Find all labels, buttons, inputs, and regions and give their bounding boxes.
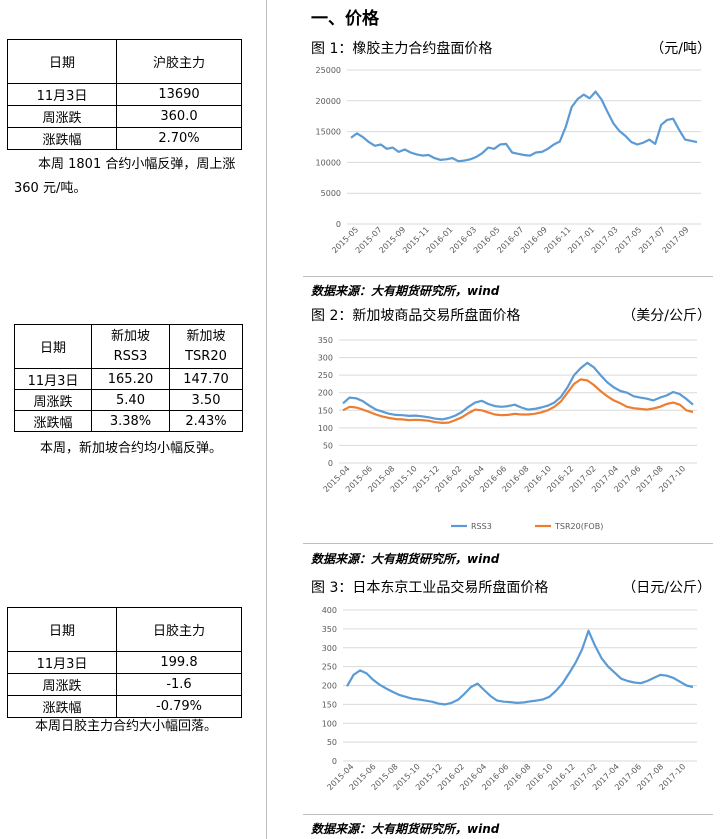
header-line: 新加坡 (110, 328, 150, 344)
table-cell: 3.50 (169, 389, 243, 411)
table-cell: 2.43% (169, 410, 243, 432)
figure1-source: 数据来源：大有期货研究所，wind (311, 284, 500, 298)
table-cell: 13690 (116, 83, 242, 106)
y-tick-label: 50 (327, 738, 337, 747)
tocom-comment: 本周日胶主力合约大小幅回落。 (35, 719, 218, 734)
y-tick-label: 350 (318, 336, 333, 345)
figure3-separator (303, 814, 713, 815)
figure2-title: 图 2：新加坡商品交易所盘面价格 （美分/公斤） (311, 305, 711, 325)
table-cell: -1.6 (116, 673, 242, 696)
legend-label: RSS3 (471, 522, 492, 531)
figure2-separator (303, 543, 713, 544)
table-cell: 周涨跌 (7, 105, 117, 128)
table-cell: 周涨跌 (14, 389, 92, 411)
table-cell: 11月3日 (14, 368, 92, 390)
table-cell: 165.20 (91, 368, 170, 390)
table-cell: 3.38% (91, 410, 170, 432)
table-cell: 涨跌幅 (7, 695, 117, 718)
y-tick-label: 20000 (316, 97, 341, 106)
header-line: 新加坡 (186, 328, 226, 344)
y-tick-label: 50 (323, 441, 333, 450)
y-tick-label: 100 (322, 719, 337, 728)
table-header-contract: 沪胶主力 (116, 39, 242, 84)
tocom-rubber-table: 日期 日胶主力 11月3日 199.8 周涨跌 -1.6 涨跌幅 -0.79% (7, 607, 242, 718)
table-cell: -0.79% (116, 695, 242, 718)
header-line: RSS3 (113, 348, 148, 364)
y-tick-label: 300 (322, 644, 337, 653)
header-line: TSR20 (185, 348, 227, 364)
y-tick-label: 5000 (321, 189, 341, 198)
figure1-separator (303, 276, 713, 277)
series-line-2 (342, 378, 694, 425)
y-tick-label: 400 (322, 606, 337, 615)
table-cell: 11月3日 (7, 651, 117, 674)
legend-label: TSR20(FOB) (554, 522, 603, 531)
series-line-1 (350, 90, 698, 163)
table-header-rss3: 新加坡 RSS3 (91, 324, 170, 369)
shfe-comment: 本周 1801 合约小幅反弹，周上涨 360 元/吨。 (14, 153, 264, 201)
y-tick-label: 150 (322, 700, 337, 709)
figure1-unit: （元/吨） (650, 41, 711, 57)
shfe-comment-line2: 360 元/吨。 (14, 181, 87, 196)
figure2-title-text: 图 2：新加坡商品交易所盘面价格 (311, 308, 521, 324)
figure3-title: 图 3：日本东京工业品交易所盘面价格 （日元/公斤） (311, 577, 711, 597)
series-line-1 (346, 629, 694, 706)
y-tick-label: 250 (318, 371, 333, 380)
y-tick-label: 10000 (316, 158, 341, 167)
y-tick-label: 200 (322, 682, 337, 691)
figure3-chart: 0501001502002503003504002015-042015-0620… (322, 606, 697, 792)
table-header-date: 日期 (7, 607, 117, 652)
table-cell: 周涨跌 (7, 673, 117, 696)
shfe-rubber-table: 日期 沪胶主力 11月3日 13690 周涨跌 360.0 涨跌幅 2.70% (7, 39, 242, 150)
figure1-chart: 05000100001500020000250002015-052015-072… (316, 66, 701, 255)
y-tick-label: 150 (318, 406, 333, 415)
table-cell: 5.40 (91, 389, 170, 411)
table-cell: 2.70% (116, 127, 242, 150)
table-cell: 147.70 (169, 368, 243, 390)
figure2-unit: （美分/公斤） (622, 308, 711, 324)
section-title: 一、价格 (311, 9, 379, 29)
table-header-tsr20: 新加坡 TSR20 (169, 324, 243, 369)
sgx-comment: 本周，新加坡合约均小幅反弹。 (40, 441, 223, 456)
y-tick-label: 0 (336, 220, 341, 229)
table-cell: 11月3日 (7, 83, 117, 106)
table-header-date: 日期 (14, 324, 92, 369)
table-cell: 199.8 (116, 651, 242, 674)
shfe-comment-line1: 本周 1801 合约小幅反弹，周上涨 (38, 157, 236, 172)
sgx-rubber-table: 日期 新加坡 RSS3 新加坡 TSR20 11月3日 165.20 147.70 周涨… (14, 324, 243, 432)
figure3-source: 数据来源：大有期货研究所，wind (311, 822, 500, 836)
y-tick-label: 200 (318, 389, 333, 398)
y-tick-label: 0 (332, 757, 337, 766)
y-tick-label: 250 (322, 663, 337, 672)
y-tick-label: 100 (318, 424, 333, 433)
figure2-chart: 0501001502002503003502015-042015-062015-… (318, 336, 697, 531)
y-tick-label: 350 (322, 625, 337, 634)
table-header-contract: 日胶主力 (116, 607, 242, 652)
y-tick-label: 15000 (316, 128, 341, 137)
table-cell: 涨跌幅 (14, 410, 92, 432)
table-cell: 涨跌幅 (7, 127, 117, 150)
y-tick-label: 300 (318, 354, 333, 363)
figure2-source: 数据来源：大有期货研究所，wind (311, 552, 500, 566)
column-divider (266, 0, 267, 839)
figure1-title-text: 图 1：橡胶主力合约盘面价格 (311, 41, 493, 57)
figure1-title: 图 1：橡胶主力合约盘面价格 （元/吨） (311, 38, 711, 58)
table-header-date: 日期 (7, 39, 117, 84)
y-tick-label: 25000 (316, 66, 341, 75)
series-line-1 (342, 361, 694, 421)
y-tick-label: 0 (328, 459, 333, 468)
table-cell: 360.0 (116, 105, 242, 128)
figure3-unit: （日元/公斤） (622, 580, 711, 596)
figure3-title-text: 图 3：日本东京工业品交易所盘面价格 (311, 580, 549, 596)
